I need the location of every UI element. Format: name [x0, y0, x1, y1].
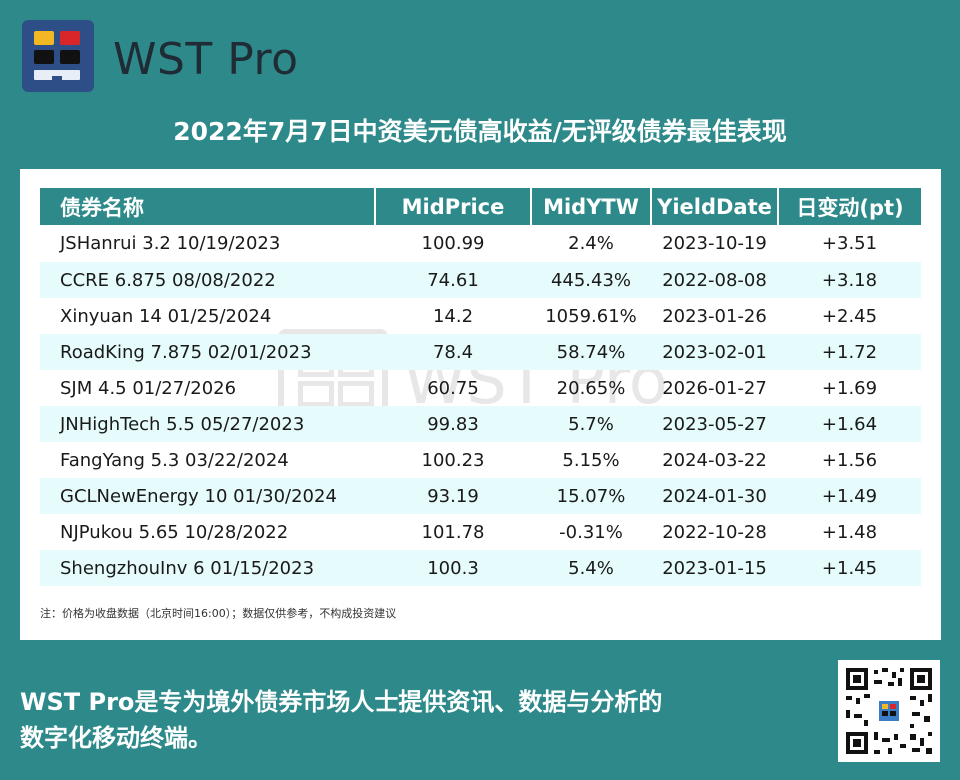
col-header-bond-name: 债券名称 — [40, 188, 376, 225]
qr-code-icon — [838, 660, 940, 762]
col-header-midprice: MidPrice — [375, 188, 532, 225]
cell-midytw: 445.43% — [531, 262, 651, 298]
cell-daily-change: +1.72 — [778, 334, 921, 370]
cell-yielddate: 2024-01-30 — [651, 478, 778, 514]
table-row: RoadKing 7.875 02/01/2023 78.4 58.74% 20… — [40, 334, 921, 370]
cell-daily-change: +1.48 — [821, 521, 878, 543]
cell-midprice: 100.99 — [421, 233, 485, 254]
cell-yielddate: 2023-10-19 — [662, 233, 767, 254]
table-panel: WST Pro 债券名称 MidPrice MidYTW YieldDate 日… — [20, 169, 941, 640]
cell-midytw: 58.74% — [531, 334, 651, 370]
cell-midprice: 93.19 — [375, 478, 531, 514]
footer-line-2: 数字化移动终端。 — [20, 724, 212, 752]
cell-yielddate: 2023-01-15 — [651, 550, 778, 586]
table-row: GCLNewEnergy 10 01/30/2024 93.19 15.07% … — [40, 478, 921, 514]
cell-midytw: 20.65% — [556, 377, 626, 399]
cell-daily-change: +3.18 — [778, 262, 921, 298]
logo-square-red — [60, 31, 80, 45]
table-row: Xinyuan 14 01/25/2024 14.2 1059.61% 2023… — [40, 298, 921, 334]
cell-bond-name: JSHanrui 3.2 10/19/2023 — [60, 233, 281, 254]
cell-bond-name: FangYang 5.3 03/22/2024 — [60, 449, 289, 471]
wst-pro-logo-icon — [22, 20, 94, 92]
cell-midytw: 1059.61% — [545, 305, 637, 327]
cell-daily-change: +1.45 — [778, 550, 921, 586]
cell-midprice: 60.75 — [427, 377, 479, 399]
cell-yielddate: 2026-01-27 — [662, 377, 767, 399]
cell-bond-name: ShengzhouInv 6 01/15/2023 — [40, 550, 375, 586]
cell-daily-change: +1.64 — [778, 406, 921, 442]
cell-yielddate: 2024-03-22 — [662, 449, 767, 471]
cell-bond-name: SJM 4.5 01/27/2026 — [60, 377, 237, 399]
cell-midytw: -0.31% — [559, 521, 623, 543]
page-title: 2022年7月7日中资美元债高收益/无评级债券最佳表现 — [173, 117, 787, 146]
footer-line-1: WST Pro是专为境外债券市场人士提供资讯、数据与分析的 — [20, 688, 663, 716]
table-header-row: 债券名称 MidPrice MidYTW YieldDate 日变动(pt) — [40, 188, 921, 225]
table-row: SJM 4.5 01/27/2026 60.75 20.65% 2026-01-… — [40, 370, 921, 406]
cell-daily-change: +1.56 — [821, 449, 878, 471]
cell-yielddate: 2023-01-26 — [662, 305, 767, 327]
cell-yielddate: 2022-08-08 — [651, 262, 778, 298]
col-header-midytw: MidYTW — [531, 188, 652, 225]
cell-bond-name: JNHighTech 5.5 05/27/2023 — [40, 406, 375, 442]
footer-tagline: WST Pro是专为境外债券市场人士提供资讯、数据与分析的 数字化移动终端。 — [20, 684, 800, 756]
table-row: NJPukou 5.65 10/28/2022 101.78 -0.31% 20… — [40, 514, 921, 550]
cell-daily-change: +3.51 — [821, 233, 878, 254]
cell-yielddate: 2023-05-27 — [651, 406, 778, 442]
logo-square-black-left — [34, 50, 54, 64]
brand-name: WST Pro — [113, 34, 299, 85]
logo-stand-foot — [52, 76, 62, 82]
cell-midprice: 78.4 — [375, 334, 531, 370]
cell-midytw: 15.07% — [531, 478, 651, 514]
cell-midytw: 5.7% — [531, 406, 651, 442]
cell-bond-name: NJPukou 5.65 10/28/2022 — [60, 521, 289, 543]
logo-square-black-right — [60, 50, 80, 64]
cell-bond-name: RoadKing 7.875 02/01/2023 — [40, 334, 375, 370]
table-row: ShengzhouInv 6 01/15/2023 100.3 5.4% 202… — [40, 550, 921, 586]
cell-midprice: 100.3 — [375, 550, 531, 586]
cell-daily-change: +1.49 — [778, 478, 921, 514]
cell-midprice: 99.83 — [375, 406, 531, 442]
cell-midytw: 5.15% — [562, 449, 620, 471]
cell-midprice: 100.23 — [421, 449, 485, 471]
cell-midprice: 101.78 — [421, 521, 485, 543]
table-row: FangYang 5.3 03/22/2024 100.23 5.15% 202… — [40, 442, 921, 478]
logo-stand — [34, 70, 80, 80]
logo-square-yellow — [34, 31, 54, 45]
cell-daily-change: +2.45 — [821, 305, 878, 327]
cell-midytw: 5.4% — [531, 550, 651, 586]
col-header-daily-change: 日变动(pt) — [778, 188, 921, 225]
cell-bond-name: CCRE 6.875 08/08/2022 — [40, 262, 375, 298]
cell-midprice: 14.2 — [432, 305, 474, 327]
cell-bond-name: Xinyuan 14 01/25/2024 — [60, 305, 272, 327]
cell-midprice: 74.61 — [375, 262, 531, 298]
table-row: JNHighTech 5.5 05/27/2023 99.83 5.7% 202… — [40, 406, 921, 442]
table-row: JSHanrui 3.2 10/19/2023 100.99 2.4% 2023… — [40, 225, 921, 262]
cell-daily-change: +1.69 — [821, 377, 878, 399]
bond-table: 债券名称 MidPrice MidYTW YieldDate 日变动(pt) J… — [40, 188, 921, 586]
footnote: 注：价格为收盘数据（北京时间16:00）；数据仅供参考，不构成投资建议 — [40, 607, 397, 620]
cell-yielddate: 2022-10-28 — [662, 521, 767, 543]
table-row: CCRE 6.875 08/08/2022 74.61 445.43% 2022… — [40, 262, 921, 298]
cell-bond-name: GCLNewEnergy 10 01/30/2024 — [40, 478, 375, 514]
col-header-yielddate: YieldDate — [651, 188, 779, 225]
cell-yielddate: 2023-02-01 — [651, 334, 778, 370]
cell-midytw: 2.4% — [568, 233, 614, 254]
